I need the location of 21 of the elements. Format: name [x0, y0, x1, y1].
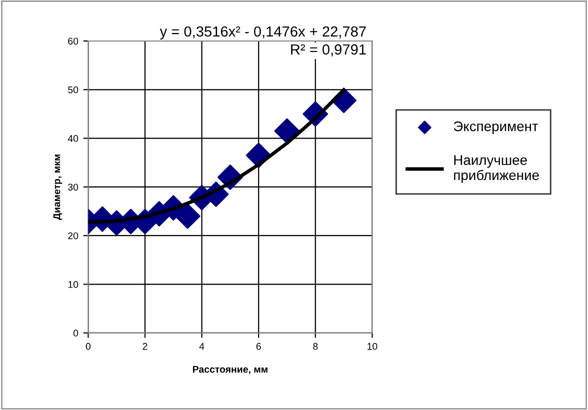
x-tick-label: 0	[86, 342, 91, 350]
x-tick-label: 4	[199, 343, 204, 350]
y-tick-label: 50	[68, 86, 78, 94]
text: y = 0,3516x² - 0,1476x + 22,787	[160, 26, 366, 40]
y-tick-label: 40	[68, 135, 78, 142]
y-tick-label: 60	[68, 38, 78, 45]
annotation: R² = 0,9791	[291, 44, 366, 56]
x-tick-label: 2	[142, 342, 148, 350]
point	[174, 203, 200, 229]
point	[274, 118, 300, 144]
y-tick-label: 20	[68, 232, 78, 240]
x-tick-label: 6	[256, 342, 261, 350]
y-axis-title: Диаметр, мкм	[53, 154, 62, 220]
x-tick-label: 10	[368, 342, 378, 350]
x-tick-label: 8	[313, 342, 318, 350]
legend-label: Наилучшее приближение	[454, 155, 539, 183]
y-tick-label: 0	[73, 330, 78, 337]
y-tick-label: 10	[68, 281, 78, 288]
x-axis-title: Расстояние, мм	[192, 366, 268, 374]
y-tick-label: 30	[68, 184, 78, 191]
legend-label: Эксперимент	[454, 121, 538, 134]
